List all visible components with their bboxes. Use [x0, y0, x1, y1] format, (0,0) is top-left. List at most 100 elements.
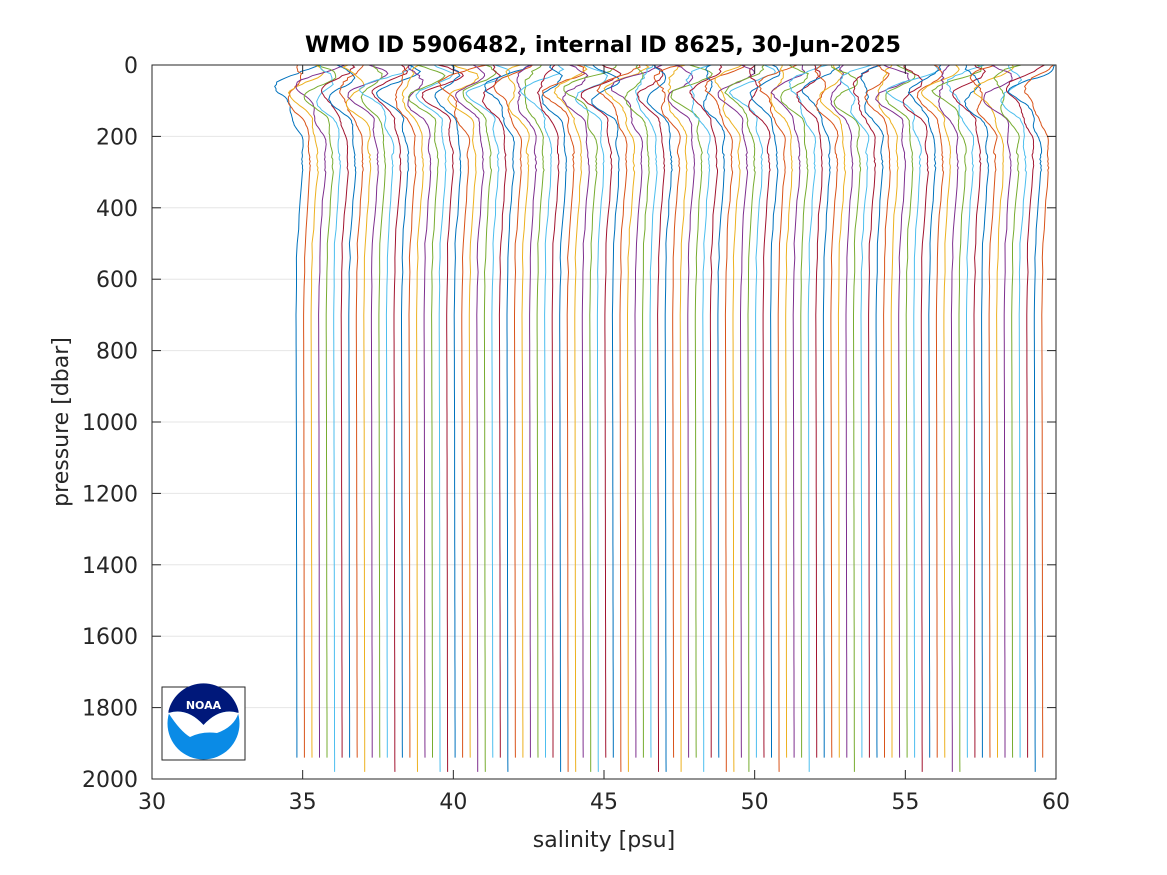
- profile-line-48: [635, 64, 658, 758]
- profile-line-20: [415, 64, 454, 772]
- profile-line-10: [342, 64, 372, 772]
- profile-line-81: [875, 64, 910, 758]
- profile-line-67: [770, 64, 806, 758]
- profile-line-37: [542, 64, 586, 772]
- plot-area: [151, 64, 1057, 780]
- profile-line-9: [339, 64, 364, 758]
- profile-line-75: [831, 64, 862, 772]
- profile-line-46: [610, 64, 663, 758]
- profile-line-66: [770, 64, 793, 758]
- profile-line-73: [819, 64, 847, 758]
- profile-line-36: [541, 64, 567, 772]
- y-tick-label: 400: [96, 197, 138, 222]
- profile-line-15: [375, 64, 422, 758]
- y-tick-label: 800: [96, 340, 138, 365]
- x-tick-label: 45: [590, 790, 618, 815]
- profile-line-53: [667, 64, 696, 758]
- profile-line-5: [303, 64, 337, 758]
- profile-line-93: [969, 64, 998, 758]
- x-axis-label: salinity [psu]: [533, 828, 675, 853]
- profile-line-55: [685, 64, 712, 772]
- x-tick-label: 55: [891, 790, 919, 815]
- y-tick-label: 1200: [82, 482, 138, 507]
- profile-line-94: [973, 64, 1015, 758]
- profile-line-13: [359, 64, 413, 758]
- profile-line-42: [580, 64, 622, 758]
- profile-line-16: [394, 64, 417, 758]
- profile-line-78: [860, 64, 885, 758]
- profile-line-87: [920, 64, 960, 758]
- profile-line-7: [320, 64, 356, 758]
- profile-line-98: [1006, 64, 1045, 758]
- profile-line-47: [624, 64, 650, 758]
- profile-line-41: [574, 64, 609, 772]
- profile-line-27: [465, 64, 511, 758]
- y-tick-label: 2000: [82, 768, 138, 793]
- x-tick-label: 40: [439, 790, 467, 815]
- profile-line-76: [839, 64, 872, 758]
- x-tick-label: 60: [1042, 790, 1070, 815]
- profile-line-26: [462, 64, 497, 772]
- profile-line-29: [484, 64, 531, 772]
- profile-line-70: [796, 64, 823, 758]
- profile-line-38: [553, 64, 588, 772]
- profile-line-96: [993, 64, 1022, 758]
- series-group: [274, 64, 1055, 772]
- profile-line-33: [524, 64, 545, 758]
- profile-line-56: [689, 64, 723, 758]
- profile-line-45: [603, 64, 650, 772]
- profile-line-59: [714, 64, 743, 772]
- profile-line-95: [983, 64, 1013, 758]
- profile-line-80: [877, 64, 899, 758]
- profile-line-91: [952, 64, 986, 758]
- profile-line-99: [1007, 64, 1055, 772]
- profile-line-14: [371, 64, 408, 772]
- profile-line-22: [434, 64, 462, 758]
- profile-line-85: [907, 64, 942, 758]
- profile-line-50: [646, 64, 673, 772]
- profile-line-79: [864, 64, 891, 758]
- profile-line-68: [780, 64, 809, 758]
- profile-line-43: [591, 64, 621, 758]
- profile-line-1: [274, 64, 321, 758]
- profile-line-2: [287, 64, 311, 758]
- profile-line-39: [562, 64, 590, 758]
- profile-line-34: [519, 64, 565, 758]
- profile-line-65: [757, 64, 798, 772]
- profile-line-97: [1000, 65, 1027, 758]
- profile-line-69: [788, 64, 829, 772]
- chart-title: WMO ID 5906482, internal ID 8625, 30-Jun…: [305, 33, 901, 58]
- profile-line-89: [931, 64, 983, 772]
- profile-line-72: [814, 64, 839, 758]
- profile-line-21: [421, 64, 464, 772]
- profile-line-35: [536, 64, 560, 758]
- profile-line-61: [724, 64, 765, 772]
- y-tick-label: 1400: [82, 554, 138, 579]
- tick-marks: [151, 64, 1057, 780]
- profile-line-58: [704, 64, 746, 772]
- logo-text: NOAA: [186, 699, 222, 712]
- profile-line-3: [287, 64, 325, 758]
- profile-line-8: [328, 64, 357, 758]
- profile-line-63: [748, 64, 771, 758]
- noaa-logo: NOAA: [161, 683, 246, 761]
- profile-line-49: [637, 64, 666, 772]
- y-tick-label: 0: [124, 54, 138, 79]
- profile-line-11: [347, 64, 389, 758]
- profile-line-84: [902, 64, 929, 772]
- profile-line-90: [946, 64, 985, 758]
- profile-line-31: [505, 64, 530, 758]
- profile-line-28: [481, 64, 507, 758]
- profile-line-44: [596, 64, 641, 772]
- profile-line-24: [447, 64, 480, 758]
- profile-line-54: [670, 64, 713, 758]
- profile-line-12: [360, 65, 387, 758]
- logo-sky: [168, 683, 239, 725]
- profile-line-25: [455, 64, 486, 772]
- profile-line-23: [437, 64, 488, 758]
- profile-line-74: [830, 64, 854, 758]
- profile-line-60: [717, 64, 755, 758]
- profile-line-100: [1023, 64, 1054, 758]
- y-tick-label: 600: [96, 268, 138, 293]
